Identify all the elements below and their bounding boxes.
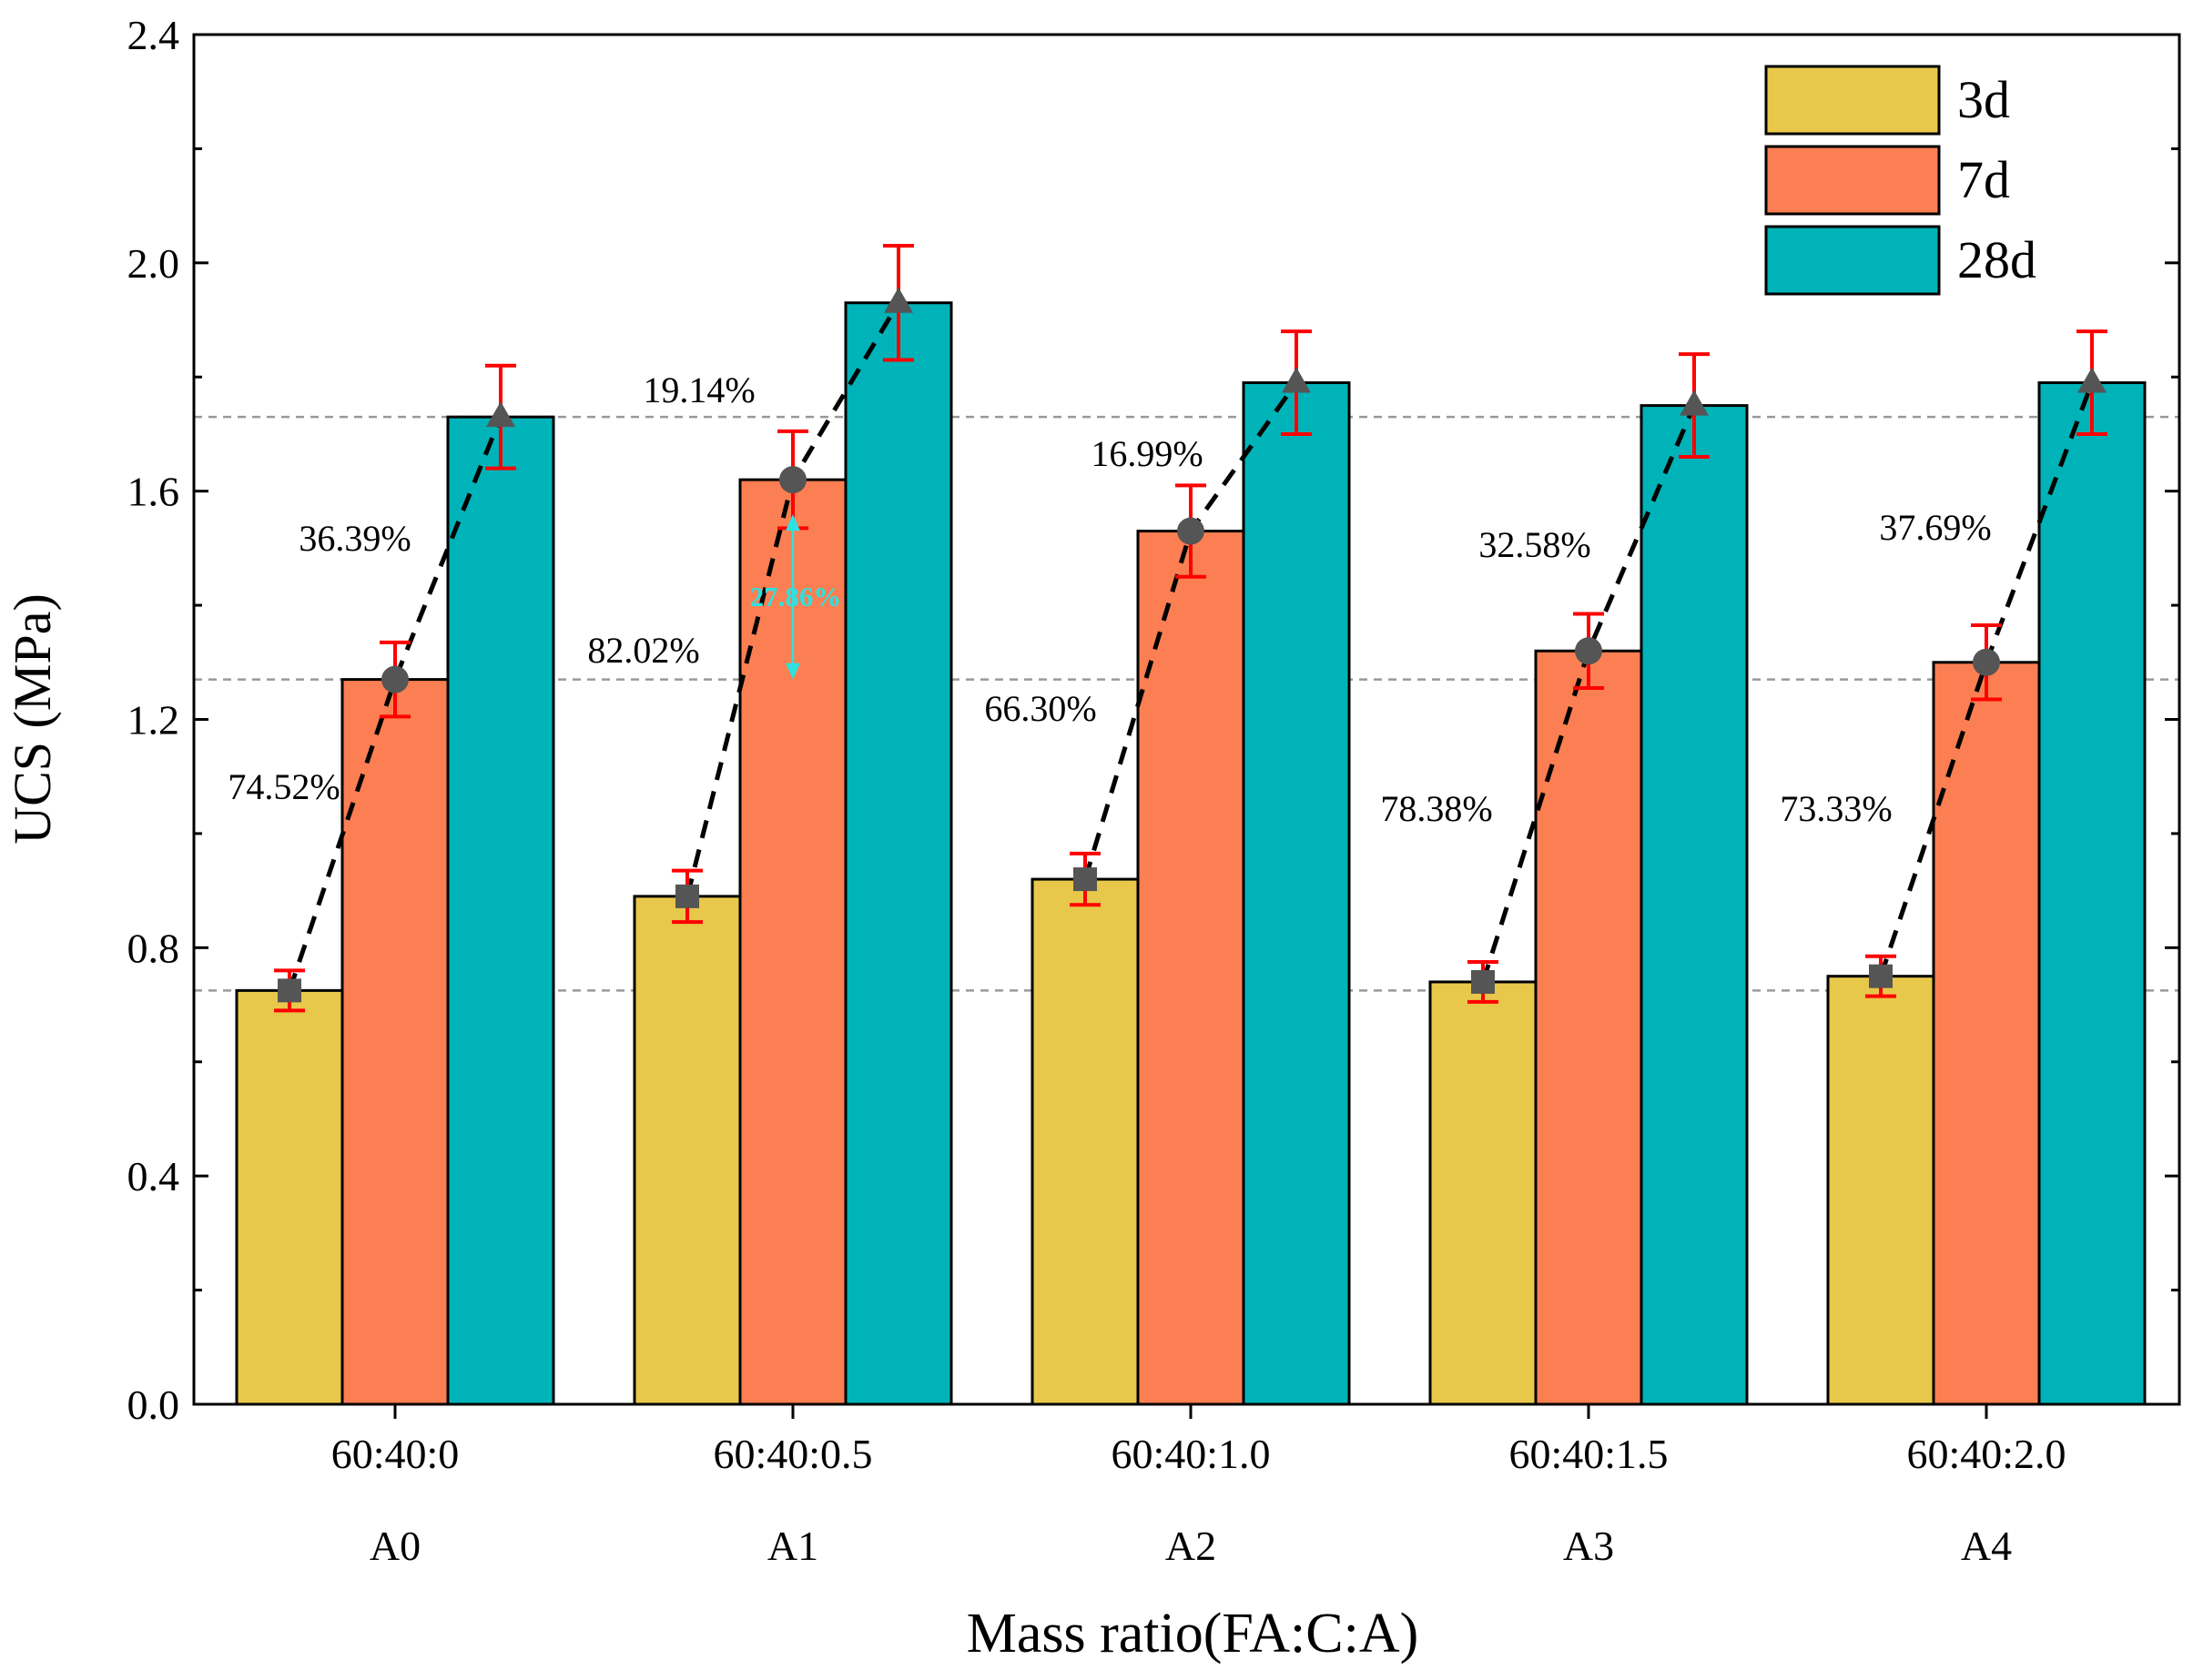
data-markers <box>278 287 2107 1003</box>
marker-3d-A1 <box>675 884 699 908</box>
y-axis: 0.0 0.4 0.8 1.2 1.6 2.0 2.4 <box>127 12 2179 1428</box>
bar-3d-A4 <box>1826 975 1935 1406</box>
legend-label-7d: 7d <box>1957 150 2010 209</box>
bar-7d-A2 <box>1136 530 1245 1406</box>
bar-7d-A4 <box>1932 661 2041 1406</box>
x-group-label: A2 <box>1165 1523 1216 1569</box>
annotation-arrow-head-down <box>786 663 800 680</box>
legend-label-28d: 28d <box>1957 230 2036 289</box>
y-tick-label: 0.4 <box>127 1153 180 1199</box>
bar-7d-A3 <box>1534 649 1643 1406</box>
growth-label-7d-28d-A1: 19.14% <box>643 369 755 410</box>
marker-3d-A2 <box>1073 867 1097 892</box>
bar-3d-A3 <box>1428 980 1538 1406</box>
marker-28d-A4 <box>2077 367 2107 393</box>
trend-line-A0 <box>287 416 503 992</box>
annotation: 27.86% <box>750 514 842 680</box>
x-axis: 60:40:0 A0 60:40:0.5 A1 60:40:1.0 A2 60:40:1.5… <box>331 1404 2066 1569</box>
percent-labels: 74.52% 82.02% 66.30% 78.38% 73.33% 36.39% 19.1… <box>228 369 1991 829</box>
bar-28d-A4 <box>2037 381 2147 1406</box>
marker-7d-A3 <box>1575 637 1602 665</box>
y-tick-label: 0.8 <box>127 925 180 971</box>
x-tick-label: 60:40:1.0 <box>1111 1431 1270 1477</box>
bar-28d-A2 <box>1242 381 1351 1406</box>
x-tick-label: 60:40:1.5 <box>1508 1431 1668 1477</box>
x-group-label: A3 <box>1563 1523 1614 1569</box>
marker-7d-A2 <box>1177 517 1204 545</box>
growth-label-3d-7d-A4: 73.33% <box>1780 788 1892 829</box>
legend-swatch-28d <box>1764 225 1941 296</box>
bar-series <box>235 301 2147 1406</box>
marker-3d-A0 <box>278 978 301 1003</box>
legend-swatch-7d <box>1764 145 1941 216</box>
marker-7d-A4 <box>1973 648 2000 676</box>
marker-28d-A1 <box>884 287 913 313</box>
x-tick-label: 60:40:0 <box>331 1431 460 1477</box>
y-tick-label: 1.6 <box>127 469 180 515</box>
marker-28d-A3 <box>1680 390 1709 416</box>
x-group-label: A0 <box>370 1523 421 1569</box>
bar-3d-A0 <box>235 988 344 1406</box>
legend-swatch-3d <box>1764 65 1941 136</box>
growth-label-3d-7d-A3: 78.38% <box>1380 788 1492 829</box>
annotation-arrow-head-up <box>786 514 800 531</box>
growth-label-3d-7d-A1: 82.02% <box>587 630 699 671</box>
x-axis-label: Mass ratio(FA:C:A) <box>967 1603 1419 1665</box>
annotation-label: 27.86% <box>750 581 842 612</box>
x-group-label: A1 <box>767 1523 818 1569</box>
bar-28d-A0 <box>446 415 555 1406</box>
growth-label-7d-28d-A4: 37.69% <box>1879 507 1991 548</box>
marker-7d-A0 <box>381 665 409 693</box>
y-tick-label: 0.0 <box>127 1381 180 1428</box>
growth-label-7d-28d-A3: 32.58% <box>1478 524 1590 565</box>
x-tick-label: 60:40:2.0 <box>1906 1431 2066 1477</box>
bar-3d-A2 <box>1031 877 1140 1406</box>
marker-28d-A2 <box>1282 367 1311 393</box>
bar-7d-A0 <box>340 678 450 1406</box>
growth-label-7d-28d-A2: 16.99% <box>1091 433 1203 474</box>
growth-label-3d-7d-A2: 66.30% <box>984 688 1096 729</box>
y-tick-label: 2.4 <box>127 12 180 58</box>
bar-28d-A3 <box>1640 404 1749 1406</box>
x-tick-label: 60:40:0.5 <box>713 1431 872 1477</box>
growth-label-7d-28d-A0: 36.39% <box>299 518 411 559</box>
y-tick-label: 1.2 <box>127 697 180 744</box>
marker-3d-A4 <box>1869 964 1893 988</box>
marker-3d-A3 <box>1471 969 1495 994</box>
y-tick-label: 2.0 <box>127 240 180 287</box>
legend-label-3d: 3d <box>1957 70 2010 129</box>
legend: 3d 7d 28d <box>1764 65 2036 296</box>
growth-label-3d-7d-A0: 74.52% <box>228 766 340 807</box>
marker-7d-A1 <box>779 466 807 494</box>
y-axis-label: UCS (MPa) <box>3 593 62 845</box>
bar-28d-A1 <box>844 301 953 1406</box>
bar-3d-A1 <box>633 895 742 1406</box>
marker-28d-A0 <box>486 401 515 428</box>
x-group-label: A4 <box>1961 1523 2012 1569</box>
